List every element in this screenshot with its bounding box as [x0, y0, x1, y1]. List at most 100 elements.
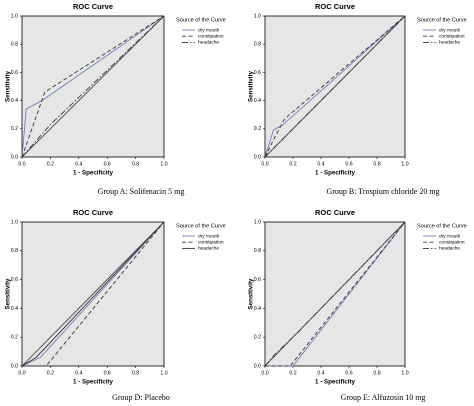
chart-d-series-dry-mouth — [21, 221, 165, 367]
chart-d-ytick-label: 0.0 — [11, 363, 18, 369]
chart-e-legend-title: Source of the Curve — [417, 223, 467, 229]
chart-e-xtick-label: 0.0 — [261, 370, 268, 376]
chart-e-caption: Group E: Alfuzosin 10 mg — [341, 393, 426, 402]
chart-e-xtick-label: 0.6 — [345, 370, 352, 376]
chart-e-ytick-label: 0.4 — [254, 306, 261, 312]
chart-a-xtick-label: 0.6 — [104, 161, 111, 167]
chart-a-legend-label: constipation — [198, 33, 224, 39]
chart-e-ylabel: Sensitivity — [248, 278, 255, 310]
chart-b-legend: Source of the Curve dry mouthconstipation… — [417, 17, 467, 45]
chart-b-ytick-label: 0.6 — [254, 70, 261, 76]
chart-b-title: ROC Curve — [315, 2, 355, 11]
chart-e-ytick-label: 0.8 — [254, 248, 261, 254]
chart-e-xtick-label: 1.0 — [401, 370, 408, 376]
chart-d-xtick-label: 1.0 — [160, 370, 167, 376]
chart-e-series-headache — [264, 221, 406, 367]
chart-b-legend-label: headache — [439, 40, 460, 46]
chart-a-title: ROC Curve — [73, 2, 113, 11]
chart-b-caption: Group B: Trospium chloride 20 mg — [326, 187, 439, 196]
chart-d-legend-label: headache — [198, 246, 219, 252]
chart-b-xtick-label: 0.8 — [373, 161, 380, 167]
chart-d-xtick-label: 0.6 — [104, 370, 111, 376]
chart-d-ytick-label: 0.4 — [11, 306, 18, 312]
chart-a-legend-title: Source of the Curve — [176, 17, 226, 23]
chart-d-series-constipation — [22, 221, 165, 367]
chart-d-legend-title: Source of the Curve — [176, 223, 226, 229]
chart-d: ROC Curve 0.0 0.2 0.4 0.6 0.8 1.0 0.0 0.2 0.4 0.6 0… — [5, 208, 226, 402]
chart-a-xtick-label: 0.8 — [132, 161, 139, 167]
chart-d-reference-line — [21, 221, 165, 367]
chart-e-xtick-label: 0.2 — [289, 370, 296, 376]
chart-a-series-constipation — [21, 15, 165, 158]
chart-e-ytick-label: 1.0 — [254, 219, 261, 225]
chart-e-series-constipation — [265, 221, 406, 367]
chart-a-series-headache — [21, 15, 165, 158]
chart-a-xtick-label: 0.4 — [75, 161, 82, 167]
chart-b: ROC Curve 0.0 0.2 0.4 0.6 0.8 1.0 0.0 0.2 0.4 0.6 0… — [248, 2, 467, 196]
chart-a-reference-line — [21, 15, 165, 158]
chart-b-xtick-label: 1.0 — [401, 161, 408, 167]
chart-e-xlabel: 1 - Specificity — [315, 379, 355, 386]
chart-d-title: ROC Curve — [73, 208, 113, 217]
chart-e-ytick-label: 0.2 — [254, 335, 261, 341]
chart-b-reference-line — [264, 15, 406, 158]
chart-a: ROC Curve 0.0 0.2 0.4 0.6 0.8 1.0 0.0 0.2 0.4 0.6 0… — [5, 2, 226, 196]
chart-a-caption: Group A: Solifenacin 5 mg — [98, 187, 185, 196]
chart-a-xtick-label: 0.0 — [18, 161, 25, 167]
chart-e-ytick-label: 0.0 — [254, 363, 261, 369]
chart-d-xtick-label: 0.0 — [18, 370, 25, 376]
chart-b-legend-title: Source of the Curve — [417, 17, 467, 23]
chart-b-ytick-label: 0.4 — [254, 98, 261, 104]
chart-e-legend-label: constipation — [439, 239, 465, 245]
chart-a-ytick-label: 0.4 — [11, 98, 18, 104]
chart-e: ROC Curve 0.0 0.2 0.4 0.6 0.8 1.0 0.0 0.2 0.4 0.6 0… — [248, 208, 467, 402]
chart-b-ytick-label: 0.2 — [254, 126, 261, 132]
chart-b-xtick-label: 0.4 — [317, 161, 324, 167]
chart-b-series-dry-mouth — [264, 15, 406, 158]
chart-a-ytick-label: 0.0 — [11, 154, 18, 160]
chart-b-legend-label: constipation — [439, 33, 465, 39]
chart-d-ytick-label: 1.0 — [11, 219, 18, 225]
chart-e-reference-line — [264, 221, 406, 367]
chart-e-legend-label: headache — [439, 246, 460, 252]
chart-a-ytick-label: 0.2 — [11, 126, 18, 132]
chart-b-xtick-label: 0.2 — [289, 161, 296, 167]
chart-d-legend-label: constipation — [198, 239, 224, 245]
chart-a-legend-label: headache — [198, 40, 219, 46]
chart-d-legend-label: dry mouth — [198, 233, 220, 239]
chart-e-ytick-label: 0.6 — [254, 277, 261, 283]
chart-a-xlabel: 1 - Specificity — [73, 170, 113, 177]
chart-a-ytick-label: 0.6 — [11, 70, 18, 76]
chart-b-ylabel: Sensitivity — [248, 70, 255, 102]
chart-a-ytick-label: 0.8 — [11, 42, 18, 48]
chart-d-legend: Source of the Curve dry mouthconstipation… — [176, 223, 226, 251]
chart-a-series-dry-mouth — [21, 15, 165, 158]
chart-d-ytick-label: 0.2 — [11, 335, 18, 341]
chart-b-ytick-label: 1.0 — [254, 13, 261, 19]
chart-e-title: ROC Curve — [315, 208, 355, 217]
chart-b-legend-label: dry mouth — [439, 27, 461, 33]
chart-d-xtick-label: 0.4 — [75, 370, 82, 376]
chart-b-xtick-label: 0.0 — [261, 161, 268, 167]
chart-e-legend: Source of the Curve dry mouthconstipation… — [417, 223, 467, 251]
chart-d-caption: Group D: Placebo — [112, 393, 170, 402]
chart-b-ytick-label: 0.0 — [254, 154, 261, 160]
chart-a-xtick-label: 1.0 — [160, 161, 167, 167]
chart-d-xlabel: 1 - Specificity — [73, 379, 113, 386]
chart-e-xtick-label: 0.8 — [373, 370, 380, 376]
chart-d-ytick-label: 0.6 — [11, 277, 18, 283]
chart-d-xtick-label: 0.2 — [47, 370, 54, 376]
chart-b-xtick-label: 0.6 — [345, 161, 352, 167]
chart-a-ytick-label: 1.0 — [11, 13, 18, 19]
chart-d-ylabel: Sensitivity — [5, 278, 12, 310]
chart-e-legend-label: dry mouth — [439, 233, 461, 239]
chart-b-xlabel: 1 - Specificity — [315, 170, 355, 177]
chart-a-legend-label: dry mouth — [198, 27, 220, 33]
chart-a-legend: Source of the Curve dry mouthconstipation… — [176, 17, 226, 45]
chart-a-ylabel: Sensitivity — [5, 70, 12, 102]
chart-d-series-headache — [21, 221, 165, 367]
chart-d-xtick-label: 0.8 — [132, 370, 139, 376]
chart-b-ytick-label: 0.8 — [254, 42, 261, 48]
chart-e-xtick-label: 0.4 — [317, 370, 324, 376]
